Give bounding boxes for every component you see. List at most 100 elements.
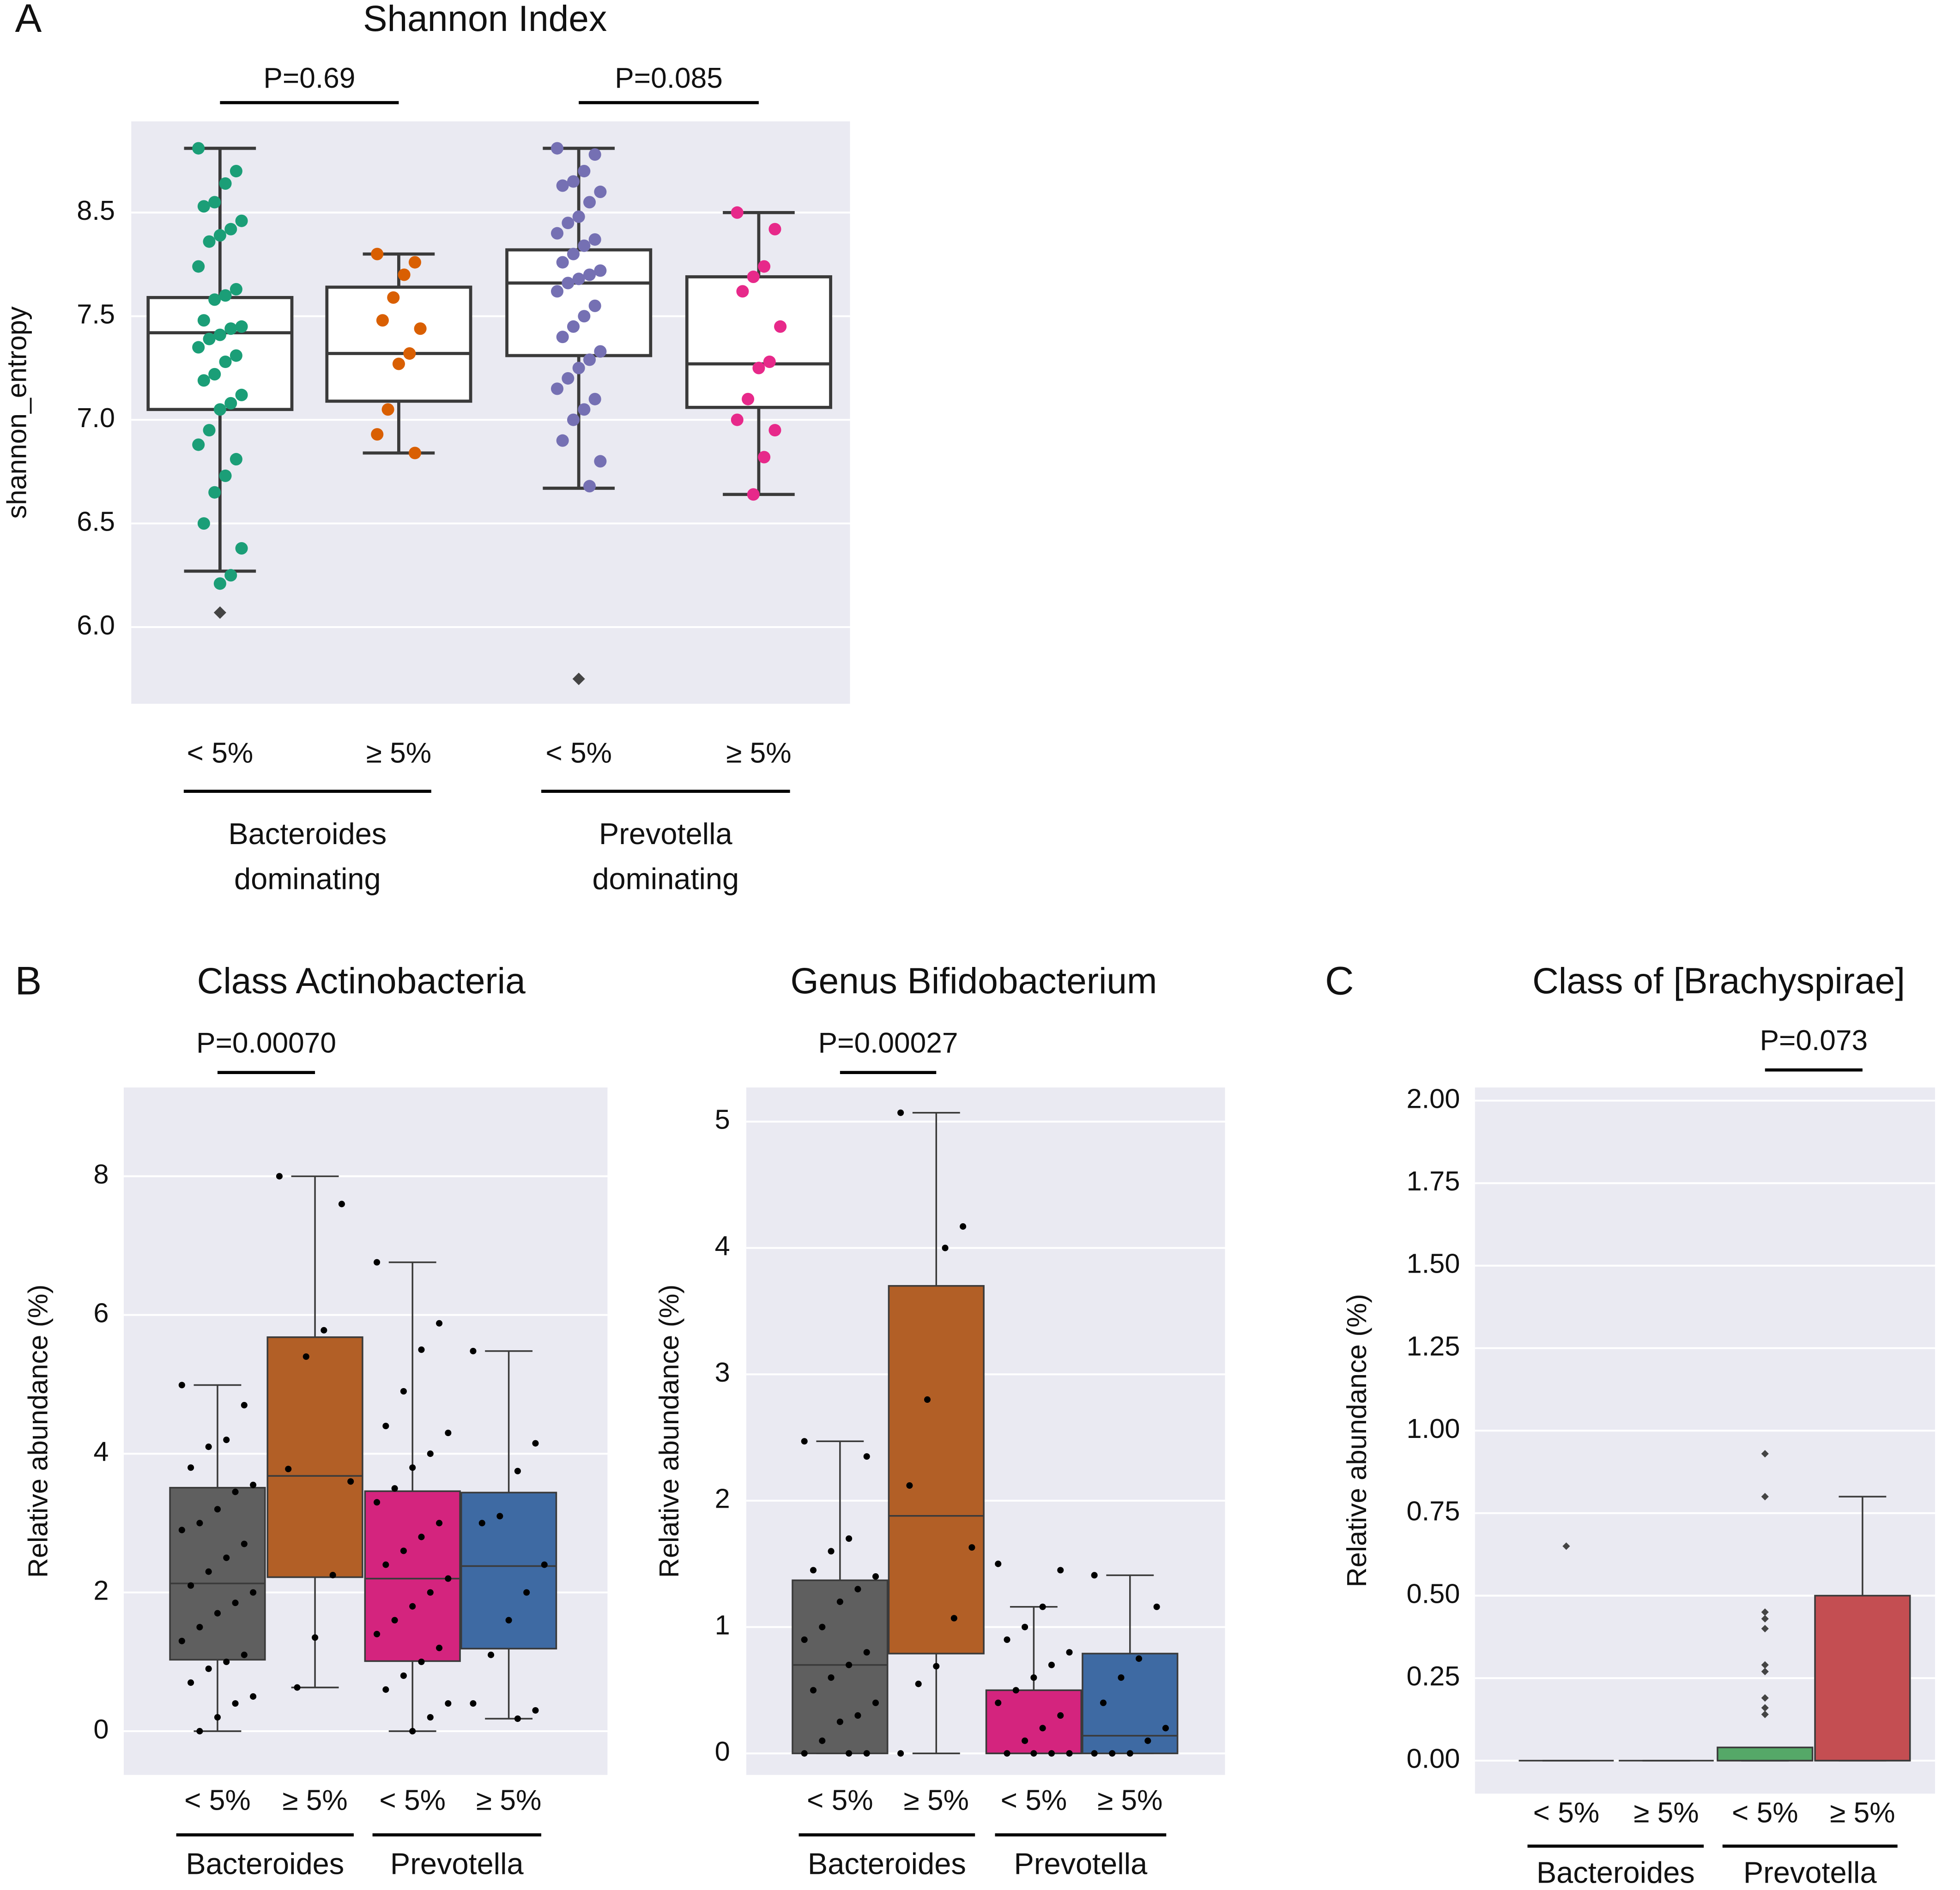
p-value-label: P=0.073 (1760, 1025, 1868, 1057)
data-point (863, 1453, 870, 1460)
data-point (995, 1560, 1002, 1567)
data-point (436, 1520, 443, 1527)
data-point (436, 1320, 443, 1327)
data-point (371, 428, 384, 441)
data-point (1057, 1567, 1064, 1574)
x-tick-label: < 5% (187, 737, 254, 769)
data-point (427, 1589, 434, 1596)
data-point (828, 1674, 835, 1681)
data-point (1091, 1572, 1098, 1579)
y-tick-label: 1.75 (1406, 1165, 1460, 1196)
data-point (731, 413, 744, 426)
data-point (1066, 1649, 1073, 1656)
data-point (1039, 1725, 1046, 1732)
data-point (1136, 1655, 1143, 1662)
data-point (409, 1603, 416, 1610)
data-point (1004, 1636, 1010, 1643)
x-tick-label: < 5% (1001, 1785, 1067, 1817)
chart-title: Genus Bifidobacterium (790, 960, 1157, 1001)
data-point (1091, 1750, 1098, 1757)
data-point (203, 424, 216, 437)
y-axis-label: Relative abundance (%) (22, 1285, 53, 1578)
data-point (408, 447, 421, 459)
data-point (374, 1630, 381, 1637)
data-point (250, 1589, 257, 1596)
data-point (382, 1561, 389, 1568)
y-tick-label: 2 (93, 1575, 109, 1606)
data-point (556, 331, 569, 344)
data-point (562, 372, 575, 385)
x-tick-label: < 5% (1732, 1797, 1798, 1829)
data-point (752, 362, 765, 374)
data-point (1048, 1750, 1055, 1757)
data-point (514, 1715, 521, 1722)
data-point (1012, 1687, 1019, 1694)
group-label: Bacteroides (228, 817, 387, 851)
data-point (223, 1554, 230, 1561)
data-point (1126, 1750, 1133, 1757)
data-point (241, 1540, 248, 1547)
data-point (819, 1624, 826, 1630)
y-tick-label: 4 (93, 1436, 109, 1467)
data-point (594, 264, 607, 277)
data-point (205, 1568, 212, 1575)
data-point (828, 1548, 835, 1555)
data-point (846, 1535, 853, 1542)
plot-background (123, 1087, 608, 1775)
data-point (391, 1617, 398, 1624)
data-point (863, 1649, 870, 1656)
data-point (854, 1586, 861, 1593)
data-point (427, 1450, 434, 1457)
data-point (550, 285, 564, 298)
box (146, 296, 294, 411)
box (1082, 1653, 1179, 1754)
data-point (763, 355, 776, 368)
data-point (514, 1467, 521, 1474)
outlier (1761, 1710, 1769, 1718)
data-point (276, 1173, 283, 1180)
x-tick-label: ≥ 5% (1097, 1785, 1162, 1817)
data-point (995, 1699, 1002, 1706)
data-point (774, 320, 787, 333)
data-point (285, 1466, 292, 1473)
data-point (214, 1506, 221, 1513)
data-point (583, 353, 596, 366)
data-point (230, 453, 242, 466)
data-point (854, 1712, 861, 1719)
outlier (1761, 1608, 1769, 1616)
box (685, 275, 832, 409)
data-point (846, 1661, 853, 1668)
y-tick-label: 4 (715, 1230, 730, 1261)
data-point (371, 248, 384, 260)
data-point (550, 382, 564, 395)
data-point (197, 314, 210, 327)
box (1717, 1746, 1814, 1762)
data-point (208, 486, 221, 499)
data-point (178, 1637, 185, 1644)
data-point (736, 285, 749, 298)
data-point (747, 270, 760, 284)
data-point (188, 1464, 194, 1471)
data-point (470, 1700, 477, 1707)
group-label: Bacteroides (808, 1847, 966, 1880)
p-value-label: P=0.085 (615, 62, 723, 94)
data-point (398, 268, 411, 281)
y-tick-label: 6 (93, 1298, 109, 1328)
data-point (810, 1687, 817, 1694)
data-point (329, 1572, 336, 1579)
data-point (208, 196, 221, 209)
data-point (897, 1750, 904, 1757)
x-tick-label: < 5% (807, 1785, 873, 1817)
data-point (214, 1714, 221, 1721)
group-label: dominating (592, 862, 739, 896)
chart-title: Class Actinobacteria (197, 960, 526, 1001)
box (460, 1491, 557, 1650)
data-point (1153, 1603, 1160, 1610)
data-point (214, 1610, 221, 1617)
panel-label: C (1325, 959, 1354, 1003)
data-point (208, 368, 221, 380)
data-point (223, 1658, 230, 1665)
y-tick-label: 8 (93, 1159, 109, 1190)
data-point (532, 1440, 539, 1447)
data-point (801, 1438, 808, 1445)
